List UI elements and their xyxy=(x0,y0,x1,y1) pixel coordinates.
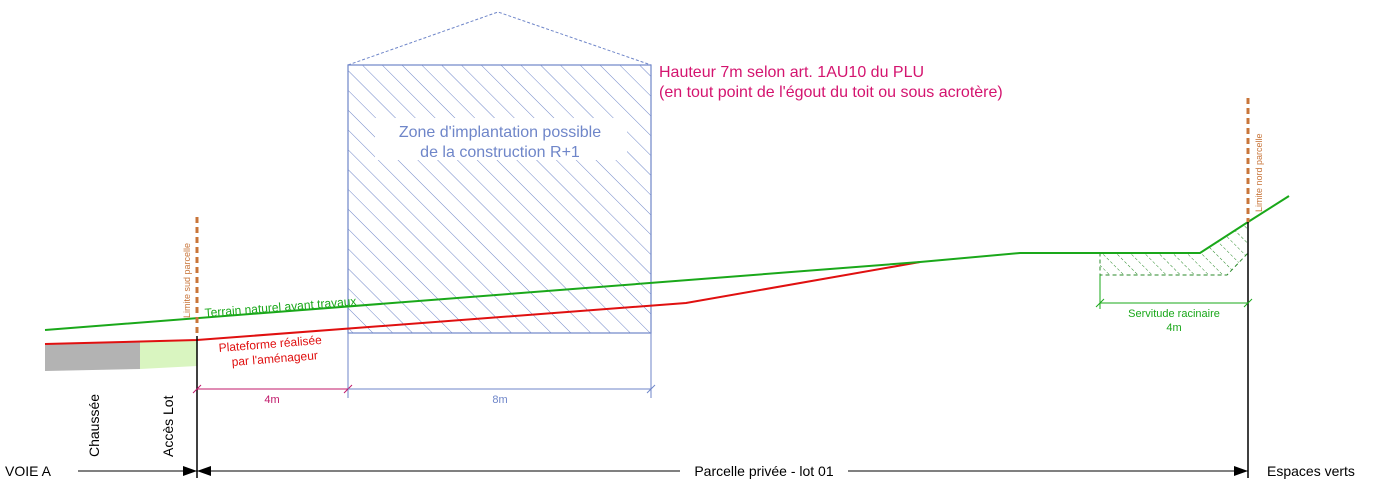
parcelle-label-bg xyxy=(680,462,848,479)
voie-label: VOIE A xyxy=(5,463,52,479)
terrain-line xyxy=(44,195,1290,331)
height-note-line2: (en tout point de l'égout du toit ou sou… xyxy=(659,84,1003,101)
height-note-line1: Hauteur 7m selon art. 1AU10 du PLU xyxy=(659,64,924,81)
espaces-verts-label: Espaces verts xyxy=(1267,463,1355,479)
chaussee-band xyxy=(45,342,140,371)
chaussee-label: Chaussée xyxy=(86,394,102,457)
roof-outline xyxy=(347,11,652,66)
zone-label-line2: de la construction R+1 xyxy=(420,144,580,161)
parcelle-arrow-right xyxy=(1234,466,1248,476)
terrain-label: Terrain naturel avant travaux xyxy=(204,294,357,320)
plateforme-line xyxy=(44,261,921,345)
servitude-tick-right xyxy=(1243,298,1253,308)
zone-label-line1: Zone d'implantation possible xyxy=(399,124,601,141)
servitude-tick-left xyxy=(1095,298,1105,308)
acces-lot-label: Accès Lot xyxy=(160,395,176,457)
voie-arrow xyxy=(183,466,197,476)
dim-4m-label: 4m xyxy=(264,394,279,406)
parcelle-label: Parcelle privée - lot 01 xyxy=(694,463,834,479)
limite-nord-label: Limite nord parcelle xyxy=(1254,133,1264,212)
servitude-zone xyxy=(1099,221,1249,276)
dim-8m-tick-right xyxy=(646,384,656,394)
parcelle-arrow-left xyxy=(197,466,211,476)
limite-sud-label: Limite sud parcelle xyxy=(182,243,192,318)
zone-label-bg xyxy=(375,118,627,160)
servitude-label-line1: Servitude racinaire xyxy=(1128,308,1220,320)
acces-lot-band xyxy=(140,340,197,369)
dim-4m-tick-left xyxy=(192,384,202,394)
plateforme-label-line2: par l'aménageur xyxy=(231,348,318,369)
servitude-label-line2: 4m xyxy=(1166,322,1181,334)
dim-8m-label: 8m xyxy=(492,394,507,406)
construction-zone xyxy=(347,64,652,334)
